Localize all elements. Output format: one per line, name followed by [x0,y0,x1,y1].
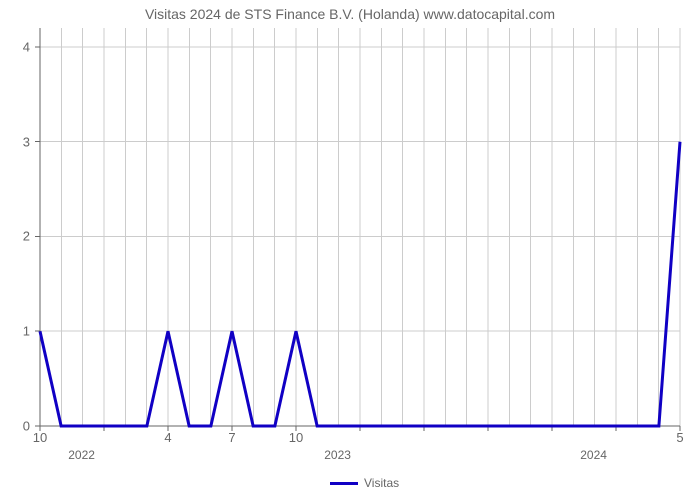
chart-title: Visitas 2024 de STS Finance B.V. (Holand… [0,6,700,22]
legend-swatch [330,482,358,485]
x-year-label: 2023 [324,448,351,462]
y-tick-label: 4 [0,39,30,54]
chart-container: Visitas 2024 de STS Finance B.V. (Holand… [0,0,700,500]
y-tick-label: 1 [0,324,30,339]
chart-svg [40,28,680,426]
x-year-label: 2022 [68,448,95,462]
y-tick-label: 2 [0,229,30,244]
legend: Visitas [330,476,399,490]
plot-area [40,28,680,426]
x-tick-label: 10 [33,430,47,445]
x-year-label: 2024 [580,448,607,462]
y-tick-label: 0 [0,419,30,434]
x-tick-label: 4 [164,430,171,445]
y-tick-label: 3 [0,134,30,149]
x-tick-label: 7 [228,430,235,445]
x-tick-label: 10 [289,430,303,445]
x-tick-label: 5 [676,430,683,445]
legend-label: Visitas [364,476,399,490]
